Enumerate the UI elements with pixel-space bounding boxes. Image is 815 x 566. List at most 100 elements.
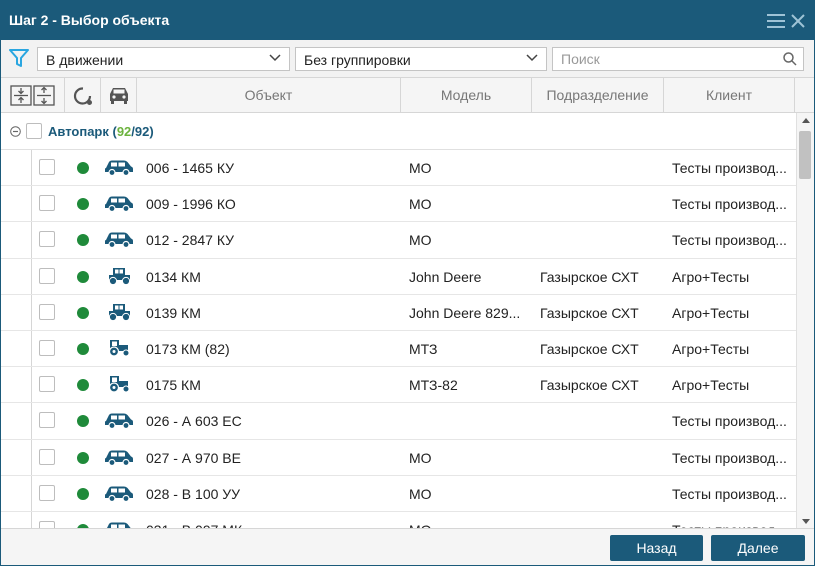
cell-model: МО bbox=[409, 196, 432, 213]
row-checkbox[interactable] bbox=[39, 267, 55, 284]
status-dot bbox=[77, 270, 89, 283]
scrollbar-thumb[interactable] bbox=[799, 131, 811, 179]
table-row[interactable]: 028 - В 100 УУ МО Тесты производ... bbox=[1, 475, 796, 512]
status-dot bbox=[77, 198, 89, 211]
cell-object: 0139 КМ bbox=[146, 304, 201, 321]
table-row[interactable]: 0173 КМ (82) МТЗ Газырское СХТ Агро+Тесты bbox=[1, 330, 796, 368]
group-total-count: 92 bbox=[134, 124, 150, 139]
cell-client: Тесты производ... bbox=[672, 196, 787, 213]
search-box bbox=[552, 47, 804, 71]
cell-client: Агро+Тесты bbox=[672, 268, 750, 285]
cell-client: Агро+Тесты bbox=[672, 340, 750, 357]
cell-client: Тесты производ... bbox=[672, 449, 787, 466]
tree-line bbox=[31, 294, 32, 330]
filter-toolbar: В движении Без группировки bbox=[1, 40, 814, 78]
cell-model: МО bbox=[409, 232, 432, 249]
refresh-status-icon[interactable] bbox=[72, 85, 94, 107]
scroll-up-arrow[interactable] bbox=[802, 118, 810, 123]
cell-division: Газырское СХТ bbox=[540, 377, 639, 394]
cell-object: 012 - 2847 КУ bbox=[146, 232, 235, 249]
cell-model: МТЗ bbox=[409, 340, 438, 357]
table-row[interactable]: 009 - 1996 КО МО Тесты производ... bbox=[1, 186, 796, 223]
cell-object: 027 - А 970 ВЕ bbox=[146, 449, 241, 466]
cell-model: John Deere bbox=[409, 268, 482, 285]
group-label: Автопарк (92/92) bbox=[48, 124, 154, 139]
row-checkbox[interactable] bbox=[39, 303, 55, 320]
filter-icon[interactable] bbox=[9, 48, 29, 68]
table-row[interactable]: 031 - В 097 МКМОТесты производ... bbox=[1, 511, 796, 528]
small-tractor-icon bbox=[104, 339, 134, 357]
table-row[interactable]: 0175 КМ МТЗ-82 Газырское СХТ Агро+Тесты bbox=[1, 367, 796, 404]
table-row[interactable]: 026 - А 603 ЕС Тесты производ... bbox=[1, 403, 796, 440]
row-checkbox[interactable] bbox=[39, 339, 55, 356]
tree-line bbox=[31, 367, 32, 403]
cell-object: 006 - 1465 КУ bbox=[146, 160, 235, 176]
car-icon bbox=[104, 448, 134, 466]
vertical-scrollbar[interactable] bbox=[796, 113, 814, 528]
tree-line bbox=[31, 475, 32, 511]
car-icon bbox=[104, 194, 134, 213]
column-header-object[interactable]: Объект bbox=[137, 78, 401, 112]
small-tractor-icon bbox=[104, 375, 134, 393]
cell-division: Газырское СХТ bbox=[540, 340, 639, 357]
group-checkbox[interactable] bbox=[26, 123, 42, 139]
row-checkbox[interactable] bbox=[39, 412, 55, 429]
tree-line bbox=[31, 222, 32, 258]
row-checkbox[interactable] bbox=[39, 159, 55, 175]
tractor-icon bbox=[104, 303, 134, 321]
expand-collapse-all-icon[interactable] bbox=[10, 85, 56, 106]
table-row[interactable]: 027 - А 970 ВЕ МО Тесты производ... bbox=[1, 439, 796, 476]
grouping-select[interactable]: Без группировки bbox=[295, 47, 547, 71]
row-checkbox[interactable] bbox=[39, 448, 55, 465]
search-input[interactable] bbox=[553, 48, 773, 70]
back-button[interactable]: Назад bbox=[610, 535, 703, 561]
column-header-model[interactable]: Модель bbox=[401, 78, 532, 112]
scroll-down-arrow[interactable] bbox=[802, 519, 810, 524]
column-header-division[interactable]: Подразделение bbox=[532, 78, 664, 112]
expand-collapse-all-cell bbox=[1, 78, 65, 112]
dialog-footer: Назад Далее bbox=[1, 528, 814, 565]
grouping-value: Без группировки bbox=[304, 52, 411, 68]
state-filter-select[interactable]: В движении bbox=[37, 47, 290, 71]
cell-client: Тесты производ... bbox=[672, 413, 787, 430]
menu-icon[interactable] bbox=[767, 14, 785, 28]
table-row[interactable]: 012 - 2847 КУ МО Тесты производ... bbox=[1, 222, 796, 259]
vehicle-type-column-header[interactable] bbox=[101, 78, 137, 112]
chevron-down-icon bbox=[269, 54, 281, 62]
tree-line bbox=[31, 330, 32, 367]
next-button[interactable]: Далее bbox=[711, 535, 805, 561]
tractor-icon bbox=[104, 267, 134, 285]
table-row[interactable]: 006 - 1465 КУ МО Тесты производ... bbox=[1, 150, 796, 187]
group-row[interactable]: Автопарк (92/92) bbox=[1, 113, 796, 150]
cell-model: МО bbox=[409, 485, 432, 502]
status-dot bbox=[77, 451, 89, 464]
window-title: Шаг 2 - Выбор объекта bbox=[9, 12, 170, 28]
row-checkbox[interactable] bbox=[39, 520, 55, 528]
row-checkbox[interactable] bbox=[39, 376, 55, 393]
status-dot bbox=[77, 306, 89, 319]
table-row[interactable]: 0139 КМ John Deere 829... Газырское СХТ Агр… bbox=[1, 294, 796, 331]
status-dot bbox=[77, 487, 89, 500]
close-icon[interactable] bbox=[791, 14, 805, 28]
cell-model: John Deere 829... bbox=[409, 304, 521, 321]
group-active-count: 92 bbox=[116, 124, 132, 139]
cell-client: Агро+Тесты bbox=[672, 377, 750, 394]
cell-object: 028 - В 100 УУ bbox=[146, 485, 241, 502]
row-checkbox[interactable] bbox=[39, 231, 55, 248]
cell-object: 0175 КМ bbox=[146, 377, 201, 394]
search-icon[interactable] bbox=[783, 52, 797, 66]
collapse-group-icon[interactable] bbox=[10, 126, 21, 137]
status-column-header[interactable] bbox=[65, 78, 101, 112]
table-row[interactable]: 0134 КМ John Deere Газырское СХТ Агро+Тесты bbox=[1, 258, 796, 295]
cell-model: МО bbox=[409, 160, 432, 176]
cell-object: 009 - 1996 КО bbox=[146, 196, 236, 213]
car-icon bbox=[104, 411, 134, 430]
cell-object: 026 - А 603 ЕС bbox=[146, 413, 242, 430]
row-checkbox[interactable] bbox=[39, 484, 55, 501]
row-checkbox[interactable] bbox=[39, 195, 55, 212]
vehicle-icon bbox=[110, 88, 128, 104]
car-icon bbox=[104, 158, 134, 177]
cell-division: Газырское СХТ bbox=[540, 304, 639, 321]
column-header-client[interactable]: Клиент bbox=[664, 78, 795, 112]
